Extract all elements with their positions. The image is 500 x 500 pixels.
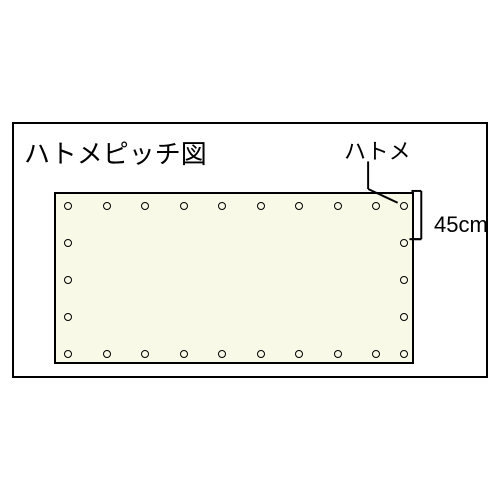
- eyelet-icon: [400, 202, 408, 210]
- eyelet-icon: [103, 202, 111, 210]
- eyelet-callout-label: ハトメ: [344, 134, 411, 166]
- eyelet-icon: [64, 350, 72, 358]
- eyelet-icon: [141, 350, 149, 358]
- eyelet-icon: [295, 350, 303, 358]
- eyelet-icon: [64, 313, 72, 321]
- diagram-title: ハトメピッチ図: [24, 134, 207, 171]
- eyelet-icon: [218, 350, 226, 358]
- eyelet-icon: [64, 276, 72, 284]
- eyelet-icon: [295, 202, 303, 210]
- eyelet-icon: [64, 202, 72, 210]
- eyelet-icon: [180, 202, 188, 210]
- eyelet-icon: [64, 239, 72, 247]
- eyelet-icon: [372, 202, 380, 210]
- eyelet-icon: [257, 350, 265, 358]
- diagram-frame: ハトメピッチ図 ハトメ 45cm: [12, 122, 488, 378]
- pitch-dimension-label: 45cm: [434, 212, 488, 238]
- eyelet-icon: [400, 276, 408, 284]
- eyelet-icon: [334, 350, 342, 358]
- eyelet-icon: [257, 202, 265, 210]
- eyelet-icon: [400, 313, 408, 321]
- eyelet-icon: [218, 202, 226, 210]
- tarp-sheet: [54, 192, 414, 364]
- eyelet-icon: [372, 350, 380, 358]
- eyelet-icon: [400, 350, 408, 358]
- eyelet-icon: [334, 202, 342, 210]
- eyelet-icon: [180, 350, 188, 358]
- eyelet-icon: [141, 202, 149, 210]
- eyelet-icon: [400, 239, 408, 247]
- eyelet-icon: [103, 350, 111, 358]
